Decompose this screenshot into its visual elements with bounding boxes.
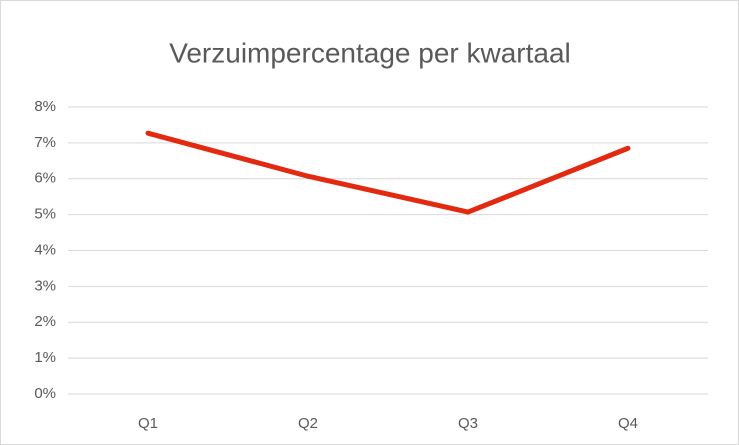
x-tick-label: Q2	[298, 415, 318, 432]
y-tick-label: 7%	[34, 134, 56, 151]
x-tick-label: Q1	[138, 415, 158, 432]
y-tick-label: 5%	[34, 206, 56, 223]
y-tick-label: 4%	[34, 241, 56, 258]
y-tick-label: 0%	[34, 385, 56, 402]
x-tick-label: Q4	[618, 415, 638, 432]
chart-title: Verzuimpercentage per kwartaal	[169, 37, 571, 68]
y-tick-label: 8%	[34, 98, 56, 115]
y-tick-label: 3%	[34, 277, 56, 294]
y-tick-label: 2%	[34, 313, 56, 330]
data-line	[145, 130, 631, 215]
x-tick-label: Q3	[458, 415, 478, 432]
y-tick-label: 1%	[34, 349, 56, 366]
y-tick-label: 6%	[34, 170, 56, 187]
